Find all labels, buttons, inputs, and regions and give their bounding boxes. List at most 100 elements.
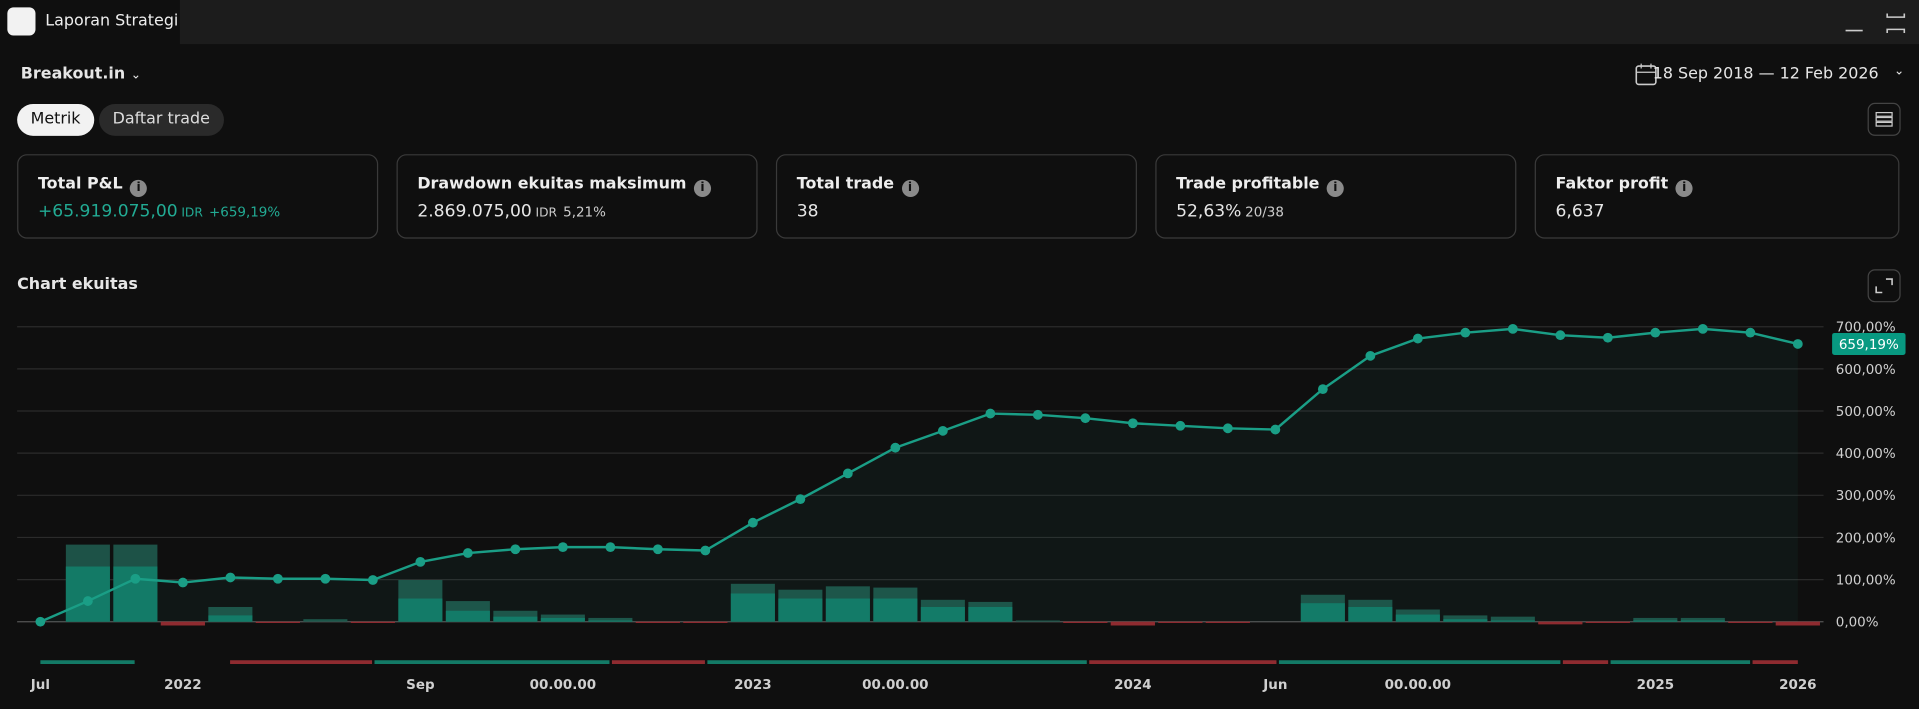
trade-bar — [1300, 603, 1345, 622]
metric-card: Total P&L i +65.919.075,00 IDR +659,19% — [17, 154, 379, 239]
equity-point — [557, 542, 568, 553]
trade-bar — [1538, 621, 1583, 625]
metric-card: Faktor profit i 6,637 — [1534, 154, 1900, 239]
value-badge — [1832, 332, 1906, 355]
x-tick-label: 2023 — [734, 678, 771, 693]
strategy-name: Breakout.in — [20, 64, 126, 84]
trade-bar — [873, 598, 918, 622]
window-controls[interactable] — [1836, 7, 1909, 36]
trade-bar — [1348, 606, 1393, 622]
equity-point — [700, 545, 711, 556]
equity-point — [1745, 327, 1756, 338]
equity-point — [1127, 418, 1138, 429]
date-range[interactable]: 18 Sep 2018 — 12 Feb 2026 — [1652, 64, 1879, 84]
metric-unit: IDR — [181, 206, 203, 221]
metric-value: 52,63% — [1176, 201, 1242, 222]
trade-bar — [968, 606, 1013, 622]
date-caret[interactable]: ⌄ — [1894, 64, 1905, 79]
x-tick-label: 00.00.00 — [862, 678, 928, 693]
y-tick-label: 700,00% — [1836, 321, 1896, 336]
trade-bar — [493, 616, 538, 622]
trade-bar — [1728, 621, 1773, 623]
equity-point — [937, 425, 948, 436]
equity-point — [177, 577, 188, 588]
equity-point — [1507, 323, 1518, 334]
x-tick-label: Jun — [1262, 678, 1287, 693]
layout-button[interactable] — [1867, 102, 1901, 136]
metric-label: Drawdown ekuitas maksimum — [417, 175, 687, 194]
tab-metrik[interactable]: Metrik — [17, 104, 94, 136]
equity-point — [1792, 339, 1803, 349]
equity-point — [320, 573, 331, 584]
trade-bar — [1490, 616, 1535, 622]
equity-point — [985, 408, 996, 419]
metric-extra: 20/38 — [1245, 204, 1284, 221]
equity-point — [842, 468, 853, 479]
x-tick-label: 2026 — [1779, 678, 1816, 693]
equity-point — [1460, 327, 1471, 338]
metric-label: Faktor profit — [1555, 175, 1669, 194]
equity-point — [1222, 423, 1233, 434]
equity-area — [40, 328, 1798, 622]
trade-bar — [825, 598, 870, 622]
metric-card: Drawdown ekuitas maksimum i 2.869.075,00 I… — [396, 154, 758, 239]
x-tick-label: 2024 — [1114, 678, 1151, 693]
metric-card: Total trade i 38 — [775, 154, 1137, 239]
trade-bar — [1158, 621, 1203, 623]
metric-label: Total trade — [796, 175, 895, 194]
trade-bar — [1443, 615, 1488, 622]
x-tick-label: 00.00.00 — [530, 678, 596, 693]
y-tick-label: 100,00% — [1836, 573, 1896, 588]
tab-trades[interactable]: Daftar trade — [99, 104, 224, 136]
trade-bar — [635, 621, 680, 623]
value-label: 659,19% — [1839, 338, 1899, 353]
strategy-select[interactable]: Breakout.in ⌄ — [20, 64, 141, 84]
metric-extra: +659,19% — [208, 204, 281, 221]
app-icon — [7, 7, 36, 36]
y-tick-label: 300,00% — [1836, 489, 1896, 504]
trade-bar — [1015, 620, 1060, 622]
equity-point — [1317, 384, 1328, 395]
trade-bar — [1775, 621, 1820, 626]
title-bar — [0, 0, 1919, 45]
trade-bar — [255, 621, 300, 623]
equity-point — [1032, 409, 1043, 420]
trade-bar — [208, 615, 253, 622]
equity-point — [510, 544, 521, 555]
y-tick-label: 200,00% — [1836, 531, 1896, 546]
equity-point — [367, 575, 378, 585]
calendar-icon — [1635, 63, 1657, 86]
y-tick-label: 0,00% — [1836, 616, 1879, 631]
y-tick-label: 400,00% — [1836, 447, 1896, 462]
trade-bar — [540, 617, 585, 622]
chart-title: Chart ekuitas — [17, 275, 138, 294]
equity-point — [890, 442, 901, 453]
equity-point — [415, 556, 426, 567]
metric-label: Trade profitable — [1176, 175, 1320, 194]
trade-bar — [303, 619, 348, 622]
equity-point — [462, 548, 473, 558]
trade-bar — [1680, 620, 1725, 622]
trade-bar — [398, 598, 443, 622]
metric-value: +65.919.075,00 — [37, 201, 178, 222]
equity-point — [605, 542, 616, 553]
equity-point — [795, 494, 806, 504]
trade-bar — [778, 598, 823, 622]
equity-point — [652, 544, 663, 555]
trade-bar — [160, 621, 205, 626]
equity-point — [1650, 327, 1661, 338]
metric-value: 6,637 — [1555, 201, 1605, 222]
trade-bar — [1490, 620, 1535, 622]
x-tick-label: 2025 — [1637, 678, 1674, 693]
trade-bar — [920, 606, 965, 622]
metric-unit: IDR — [535, 206, 558, 221]
expand-button[interactable] — [1867, 269, 1901, 303]
x-tick-label: Jul — [30, 678, 50, 693]
trade-bar — [730, 593, 775, 622]
equity-point — [35, 616, 46, 627]
equity-point — [130, 573, 141, 584]
x-tick-label: Sep — [406, 678, 435, 693]
